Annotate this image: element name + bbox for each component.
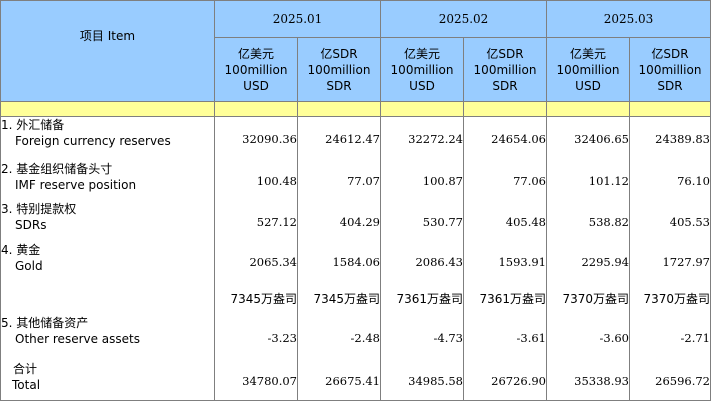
value-cell: 26726.90 — [463, 361, 547, 401]
value-cell: 76.10 — [629, 161, 711, 201]
row-label: 合计 Total — [0, 361, 215, 401]
value-cell: 34985.58 — [380, 361, 464, 401]
value-cell: 1584.06 — [297, 242, 381, 282]
value-cell: -2.48 — [297, 315, 381, 361]
value-cell: 32272.24 — [380, 116, 464, 161]
unit-header-sdr: 亿SDR 100million SDR — [297, 37, 381, 102]
value-cell: 26675.41 — [297, 361, 381, 401]
value-cell: 404.29 — [297, 201, 381, 242]
unit-header-usd: 亿美元 100million USD — [380, 37, 464, 102]
table-row-sdrs: 3. 特别提款权 SDRs 527.12 404.29 530.77 405.48… — [0, 201, 711, 242]
month-header: 2025.01 — [214, 0, 381, 38]
value-cell: 32090.36 — [214, 116, 298, 161]
value-cell: 527.12 — [214, 201, 298, 242]
ounce-cell: 7345万盎司 — [214, 282, 298, 315]
value-cell: 405.48 — [463, 201, 547, 242]
table-row-total: 合计 Total 34780.07 26675.41 34985.58 26726… — [0, 361, 711, 401]
unit-header-usd: 亿美元 100million USD — [546, 37, 630, 102]
item-column-header: 项目 Item — [0, 0, 215, 102]
separator-band — [0, 101, 711, 117]
value-cell: 77.06 — [463, 161, 547, 201]
value-cell: 405.53 — [629, 201, 711, 242]
row-label: 1. 外汇储备 Foreign currency reserves — [0, 116, 215, 161]
value-cell: 24654.06 — [463, 116, 547, 161]
month-header: 2025.03 — [546, 0, 711, 38]
value-cell: 32406.65 — [546, 116, 630, 161]
value-cell: -3.60 — [546, 315, 630, 361]
value-cell: 1593.91 — [463, 242, 547, 282]
table-row-gold: 4. 黄金 Gold 2065.34 1584.06 2086.43 1593.9… — [0, 242, 711, 282]
table-row-gold-ounces: 7345万盎司 7345万盎司 7361万盎司 7361万盎司 7370万盎司 … — [0, 282, 711, 315]
row-label: 4. 黄金 Gold — [0, 242, 215, 282]
ounce-cell: 7361万盎司 — [463, 282, 547, 315]
value-cell: 101.12 — [546, 161, 630, 201]
table-row-foreign-currency: 1. 外汇储备 Foreign currency reserves 32090.3… — [0, 116, 711, 161]
value-cell: 100.87 — [380, 161, 464, 201]
value-cell: 24389.83 — [629, 116, 711, 161]
unit-header-usd: 亿美元 100million USD — [214, 37, 298, 102]
row-label: 2. 基金组织储备头寸 IMF reserve position — [0, 161, 215, 201]
unit-header-sdr: 亿SDR 100million SDR — [463, 37, 547, 102]
unit-header-sdr: 亿SDR 100million SDR — [629, 37, 711, 102]
value-cell: 2065.34 — [214, 242, 298, 282]
value-cell: 1727.97 — [629, 242, 711, 282]
row-label — [0, 282, 215, 315]
value-cell: -3.23 — [214, 315, 298, 361]
reserves-table: 项目 Item 2025.01 2025.02 2025.03 亿美元 100mi… — [0, 0, 711, 401]
value-cell: 2295.94 — [546, 242, 630, 282]
value-cell: -2.71 — [629, 315, 711, 361]
row-label: 5. 其他储备资产 Other reserve assets — [0, 315, 215, 361]
table-row-imf-position: 2. 基金组织储备头寸 IMF reserve position 100.48 7… — [0, 161, 711, 201]
value-cell: 538.82 — [546, 201, 630, 242]
ounce-cell: 7345万盎司 — [297, 282, 381, 315]
value-cell: 77.07 — [297, 161, 381, 201]
month-header: 2025.02 — [380, 0, 547, 38]
ounce-cell: 7361万盎司 — [380, 282, 464, 315]
row-label: 3. 特别提款权 SDRs — [0, 201, 215, 242]
ounce-cell: 7370万盎司 — [629, 282, 711, 315]
value-cell: -3.61 — [463, 315, 547, 361]
value-cell: 34780.07 — [214, 361, 298, 401]
value-cell: 100.48 — [214, 161, 298, 201]
value-cell: 2086.43 — [380, 242, 464, 282]
value-cell: 26596.72 — [629, 361, 711, 401]
table-row-other-reserves: 5. 其他储备资产 Other reserve assets -3.23 -2.4… — [0, 315, 711, 361]
value-cell: 35338.93 — [546, 361, 630, 401]
value-cell: -4.73 — [380, 315, 464, 361]
ounce-cell: 7370万盎司 — [546, 282, 630, 315]
value-cell: 530.77 — [380, 201, 464, 242]
value-cell: 24612.47 — [297, 116, 381, 161]
